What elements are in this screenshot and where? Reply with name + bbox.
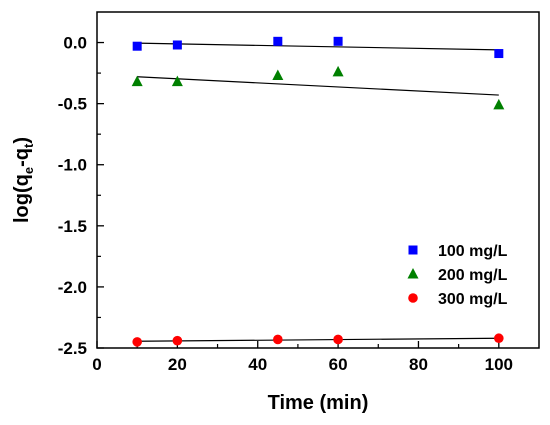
y-tick-label: 0.0 [63, 34, 87, 53]
legend-label: 300 mg/L [438, 291, 508, 308]
data-point-circle [333, 334, 343, 345]
data-point-square [132, 41, 142, 51]
y-tick-labels: 0.0 -0.5 -1.0 -1.5 -2.0 -2.5 [58, 34, 87, 358]
data-point-triangle [171, 75, 183, 87]
data-point-square [172, 40, 182, 50]
data-point-triangle [332, 65, 344, 77]
data-point-square [494, 49, 504, 59]
x-tick-labels: 0 20 40 60 80 100 [92, 355, 513, 374]
legend-label: 100 mg/L [438, 243, 508, 260]
y-tick-label: -0.5 [58, 95, 87, 114]
fit-line-3 [137, 337, 499, 342]
data-point-triangle [493, 98, 505, 110]
data-point-circle [132, 337, 142, 347]
data-point-square [273, 36, 283, 46]
data-point-square [333, 36, 343, 46]
y-tick-label: -2.5 [58, 339, 87, 358]
y-tick-label: -1.5 [58, 217, 87, 236]
data-point-circle [494, 333, 504, 344]
data-point-triangle [272, 69, 284, 81]
x-axis-title: Time (min) [268, 392, 369, 414]
legend: 100 mg/L 200 mg/L 300 mg/L [407, 243, 508, 308]
fit-line-2 [137, 76, 499, 96]
plot-frame [96, 11, 540, 349]
x-tick-label: 60 [329, 355, 348, 374]
data-markers [131, 36, 505, 347]
x-tick-label: 0 [92, 355, 101, 374]
y-axis-title: log(qe-qt) [11, 137, 36, 223]
x-tick-label: 100 [485, 355, 513, 374]
x-tick-label: 20 [168, 355, 187, 374]
y-tick-label: -2.0 [58, 278, 87, 297]
data-point-circle [273, 334, 283, 345]
x-tick-label: 40 [248, 355, 267, 374]
legend-marker-circle [408, 293, 418, 303]
y-tick-label: -1.0 [58, 156, 87, 175]
legend-label: 200 mg/L [438, 267, 508, 284]
data-point-circle [172, 335, 183, 346]
legend-marker-triangle [407, 268, 419, 279]
fit-line-1 [137, 42, 499, 51]
data-point-triangle [131, 75, 143, 87]
x-tick-label: 80 [409, 355, 428, 374]
legend-marker-square [408, 245, 418, 255]
fit-lines [137, 42, 499, 342]
